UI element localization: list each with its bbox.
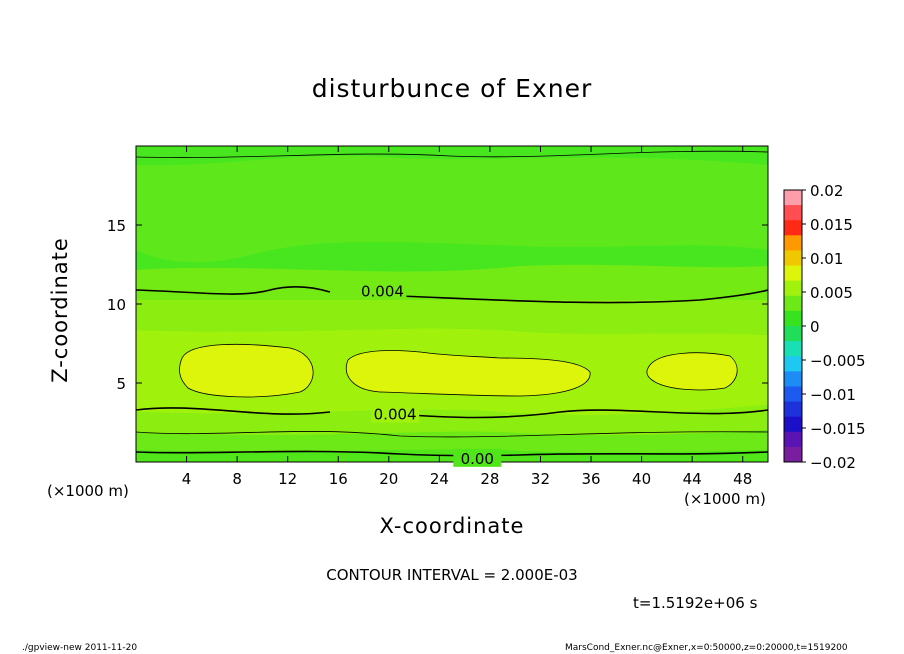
colorbar-swatch	[784, 356, 802, 372]
colorbar-label: −0.005	[810, 352, 866, 370]
axes: 4 8 12 16 20 24 28 32 36 40 44 48510150.0040.0040.0…	[107, 146, 768, 488]
y-tick-label: 5	[116, 375, 126, 393]
colorbar-swatch	[784, 220, 802, 236]
colorbar-label: 0.01	[810, 250, 843, 268]
x-axis-label: X-coordinate	[379, 514, 525, 538]
colorbar-swatch	[784, 446, 802, 463]
footer-left: ./gpview-new 2011-11-20	[22, 643, 138, 653]
x-axis-unit: (×1000 m)	[684, 490, 766, 508]
colorbar-swatch	[784, 265, 802, 282]
contour-lines	[136, 150, 768, 457]
x-tick-label: 28	[480, 470, 499, 488]
contour-label: 0.00	[461, 450, 494, 468]
colorbar-swatch	[784, 401, 802, 418]
plot-fill	[136, 146, 768, 462]
contour-label-bg	[453, 448, 502, 467]
colorbar-label: −0.015	[810, 420, 866, 438]
colorbar: 0.02 0.015 0.01 0.005 0 −0.005 −0.01 −0.015 −0.0…	[783, 182, 866, 472]
x-tick-label: 44	[683, 470, 702, 488]
colorbar-swatch	[784, 190, 802, 206]
x-tick-label: 12	[278, 470, 297, 488]
contour-label: 0.004	[361, 282, 404, 300]
x-tick-label: 36	[581, 470, 600, 488]
colorbar-swatch	[784, 205, 802, 221]
contour-interval: CONTOUR INTERVAL = 2.000E-03	[326, 566, 578, 584]
x-tick-label: 8	[232, 470, 242, 488]
colorbar-swatch	[784, 326, 802, 342]
colorbar-swatch	[784, 310, 802, 327]
colorbar-label: 0.005	[810, 284, 853, 302]
contour-label-bg	[371, 404, 420, 423]
colorbar-swatch	[784, 235, 802, 251]
x-tick-label: 32	[531, 470, 550, 488]
x-tick-label: 48	[733, 470, 752, 488]
x-tick-label: 4	[182, 470, 192, 488]
colorbar-label: −0.01	[810, 386, 856, 404]
colorbar-swatch	[784, 416, 802, 433]
colorbar-swatch	[784, 386, 802, 403]
colorbar-swatch	[784, 371, 802, 387]
colorbar-swatch	[784, 431, 802, 448]
contour-label: 0.004	[374, 406, 417, 424]
x-tick-label: 20	[379, 470, 398, 488]
colorbar-label: −0.02	[810, 454, 856, 472]
x-tick-label: 16	[329, 470, 348, 488]
time-label: t=1.5192e+06 s	[633, 594, 758, 612]
y-axis-unit: (×1000 m)	[47, 482, 129, 500]
contour-label-bg	[358, 281, 407, 300]
footer-right: MarsCond_Exner.nc@Exner,x=0:50000,z=0:20…	[565, 643, 848, 653]
chart-title: disturbunce of Exner	[311, 74, 593, 103]
x-tick-label: 24	[430, 470, 449, 488]
x-tick-label: 40	[632, 470, 651, 488]
colorbar-label: 0.02	[810, 182, 843, 200]
colorbar-swatch	[784, 341, 802, 357]
y-tick-label: 10	[107, 296, 126, 314]
y-tick-label: 15	[107, 217, 126, 235]
colorbar-swatch	[784, 280, 802, 297]
colorbar-label: 0	[810, 318, 820, 336]
colorbar-swatch	[784, 250, 802, 267]
colorbar-swatch	[784, 295, 802, 312]
colorbar-label: 0.015	[810, 216, 853, 234]
